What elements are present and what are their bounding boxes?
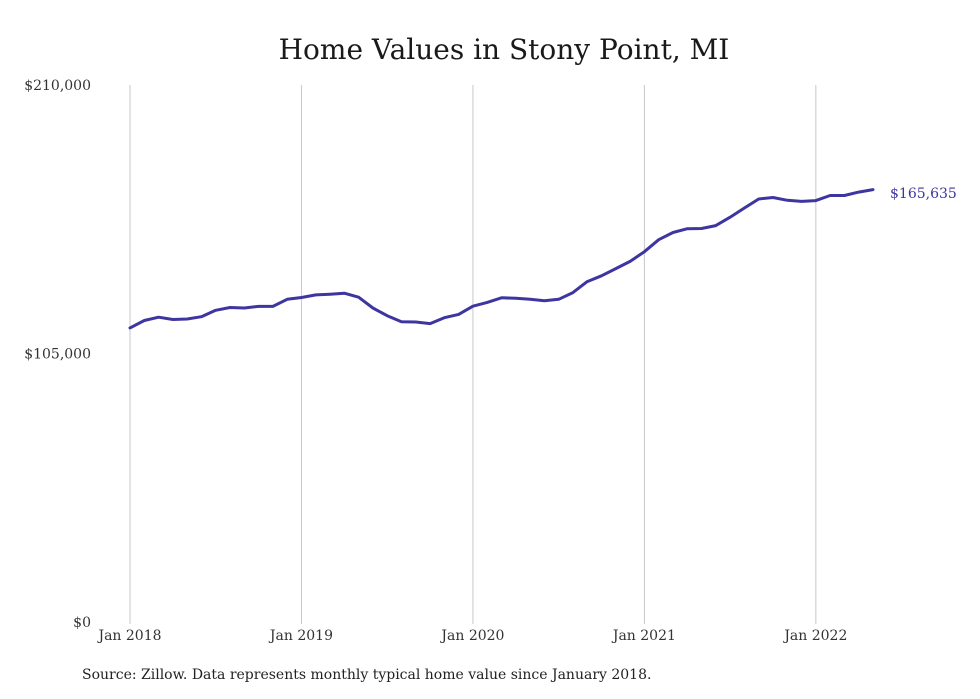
- x-tick-label: Jan 2019: [268, 628, 333, 644]
- gridlines: [129, 85, 817, 624]
- chart-title: Home Values in Stony Point, MI: [279, 33, 730, 66]
- x-tick-label: Jan 2021: [611, 628, 676, 644]
- y-tick-label: $105,000: [24, 347, 91, 363]
- y-tick-label: $0: [73, 615, 91, 631]
- series-group: [128, 188, 875, 330]
- y-tick-label: $210,000: [24, 78, 91, 94]
- end-value-label: $165,635: [890, 186, 957, 202]
- source-note: Source: Zillow. Data represents monthly …: [82, 667, 652, 683]
- x-tick-label: Jan 2022: [782, 628, 847, 644]
- x-axis: Jan 2018 Jan 2019 Jan 2020 Jan 2021 Jan 2022: [96, 628, 847, 644]
- x-tick-label: Jan 2018: [96, 628, 161, 644]
- x-tick-label: Jan 2020: [439, 628, 504, 644]
- y-axis: $0 $105,000 $210,000: [24, 78, 91, 631]
- series-line-0: [128, 188, 875, 330]
